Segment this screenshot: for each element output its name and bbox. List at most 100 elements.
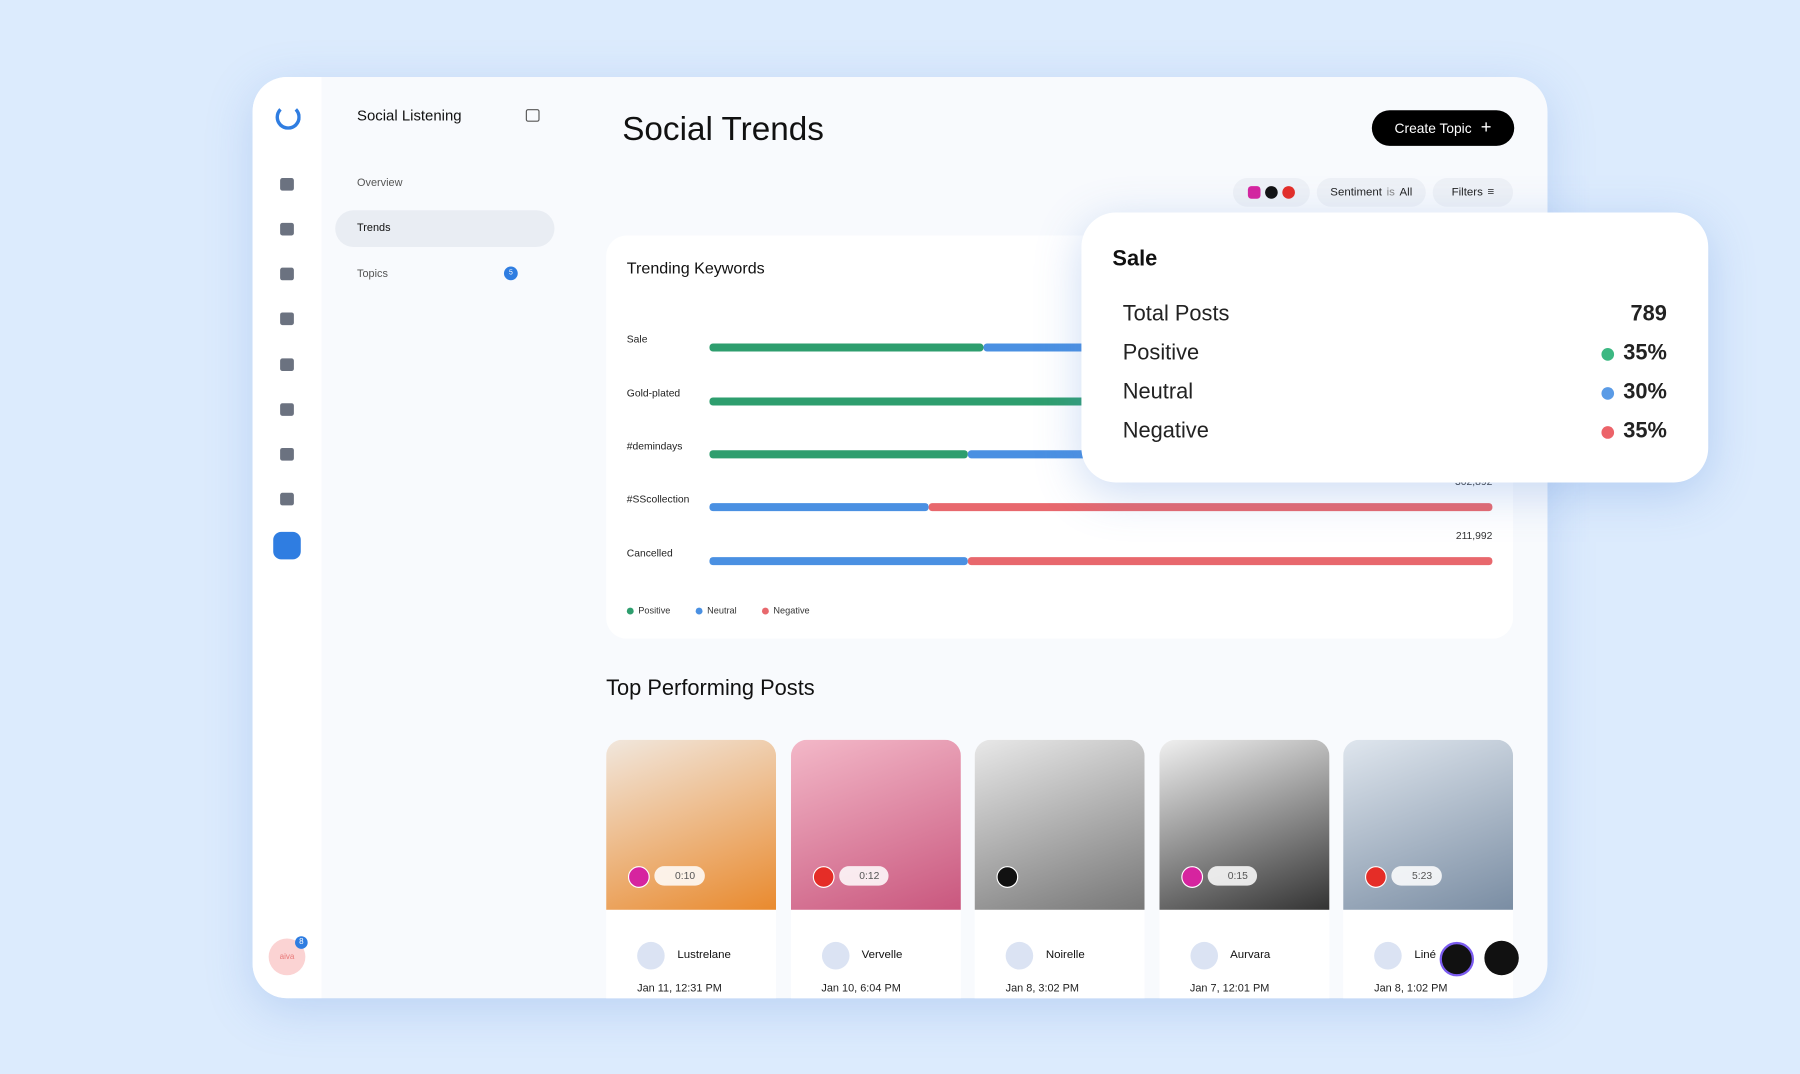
category-label: Cancelled [627, 548, 673, 559]
duration-pill: 0:12 [838, 866, 889, 886]
tooltip-title: Sale [1112, 246, 1158, 272]
tooltip-dot [1601, 386, 1615, 400]
nav-icon[interactable] [280, 312, 294, 326]
post-date: Jan 8, 1:02 PM [1374, 982, 1448, 995]
nav-item[interactable]: Overview [357, 176, 403, 190]
tooltip-value: 35% [1623, 419, 1667, 444]
tooltip-dot [1601, 347, 1615, 361]
account-name: Liné [1414, 948, 1437, 962]
platform-icon [812, 866, 835, 888]
nav-item[interactable]: Topics [357, 267, 388, 281]
legend-marker [695, 607, 703, 615]
tooltip-label: Total Posts [1122, 302, 1230, 327]
assistant-button[interactable] [1439, 941, 1475, 977]
tooltip-dot [1601, 425, 1615, 439]
tooltip-value-wrap: 30% [1601, 380, 1667, 405]
bar-segment [709, 503, 929, 512]
bar-label: 211,992 [1456, 531, 1493, 542]
sentiment-filter[interactable]: Sentiment is All [1316, 178, 1426, 207]
post-date: Jan 7, 12:01 PM [1189, 982, 1270, 995]
tooltip: Sale Total Posts 789 Positive 35% Neutral 30%… [1081, 212, 1709, 483]
category-label: Gold-plated [627, 389, 681, 400]
filter-label: Sentiment [1330, 186, 1382, 199]
legend-marker [761, 607, 769, 615]
platform-icon [1180, 866, 1203, 888]
post-card[interactable]: 5:23 Liné Jan 8, 1:02 PM [1343, 739, 1514, 999]
account-avatar [1374, 941, 1402, 970]
account-name: Vervelle [861, 948, 903, 962]
icon-rail: aiva 8 [252, 76, 322, 999]
category-label: #SScollection [627, 494, 690, 505]
bar-segment [709, 557, 968, 566]
sidebar-title: Social Listening [357, 106, 462, 125]
duration-pill: 0:15 [1207, 866, 1258, 886]
collapse-button[interactable] [525, 109, 540, 122]
chat-button[interactable] [1484, 940, 1519, 976]
logo [275, 104, 301, 130]
account-name: Noirelle [1045, 948, 1085, 962]
legend-label: Positive [638, 606, 670, 616]
tooltip-value-wrap: 35% [1601, 341, 1667, 366]
legend-label: Neutral [707, 606, 737, 616]
tooltip-row: Neutral 30% [1123, 380, 1667, 405]
category-label: Sale [627, 335, 648, 346]
post-card[interactable]: 0:12 Vervelle Jan 10, 6:04 PM [790, 739, 961, 999]
tooltip-row: Positive 35% [1123, 341, 1667, 366]
button-label: Create Topic [1394, 120, 1472, 137]
nav-icon[interactable] [280, 267, 294, 281]
tooltip-row: Total Posts 789 [1123, 302, 1667, 327]
bar-segment [928, 503, 1493, 512]
filter-value: All [1399, 186, 1413, 199]
x-icon [1265, 186, 1278, 199]
nav-item[interactable]: Trends [357, 221, 391, 235]
youtube-icon [1282, 186, 1295, 199]
nav-item-active-bg[interactable] [335, 210, 555, 247]
tooltip-value-wrap: 789 [1631, 302, 1667, 327]
page-title: Social Trends [622, 111, 824, 149]
legend-marker [626, 607, 634, 615]
nav-icon[interactable] [280, 222, 294, 236]
duration-pill: 5:23 [1391, 866, 1442, 886]
nav-icon[interactable] [280, 358, 294, 372]
filter-op: is [1386, 186, 1395, 199]
legend-label: Negative [773, 606, 809, 616]
tooltip-value: 30% [1623, 380, 1667, 405]
post-date: Jan 8, 3:02 PM [1005, 982, 1080, 995]
bar-segment [709, 450, 968, 459]
filters-button[interactable]: Filters ≡ [1432, 178, 1514, 207]
platform-filter[interactable] [1232, 178, 1310, 207]
bar-segment [709, 397, 1101, 406]
nav-icon[interactable] [280, 492, 294, 506]
platform-icon [1364, 866, 1387, 888]
chart-title: Trending Keywords [626, 258, 765, 277]
nav-icon-active[interactable] [273, 531, 301, 560]
bar-label: 302,892 [1455, 477, 1493, 488]
filters-label: Filters [1451, 186, 1483, 199]
post-card[interactable]: Noirelle Jan 8, 3:02 PM [974, 739, 1145, 999]
nav-icon[interactable] [280, 403, 294, 416]
filters-icon: ≡ [1487, 186, 1495, 199]
nav-icon[interactable] [280, 447, 294, 461]
instagram-icon [1247, 186, 1261, 199]
post-card[interactable]: 0:15 Aurvara Jan 7, 12:01 PM [1158, 739, 1329, 999]
avatar-badge: 8 [295, 936, 308, 949]
tooltip-value: 35% [1623, 341, 1667, 366]
bar-segment [967, 557, 1493, 566]
nav-badge: 5 [503, 266, 518, 281]
create-topic-button[interactable]: Create Topic + [1371, 110, 1515, 146]
tooltip-row: Negative 35% [1123, 419, 1667, 444]
account-name: Aurvara [1230, 948, 1271, 962]
platform-icon [996, 866, 1019, 888]
post-date: Jan 11, 12:31 PM [637, 982, 722, 995]
nav-icon[interactable] [280, 178, 294, 191]
tooltip-label: Neutral [1122, 380, 1194, 405]
account-avatar [821, 941, 849, 970]
post-card[interactable]: 0:10 Lustrelane Jan 11, 12:31 PM [606, 739, 777, 999]
duration-pill: 0:10 [654, 866, 705, 886]
account-avatar [1005, 941, 1034, 970]
post-date: Jan 10, 6:04 PM [821, 982, 901, 995]
section-title: Top Performing Posts [606, 676, 815, 701]
account-avatar [637, 941, 665, 970]
plus-icon: + [1480, 117, 1492, 138]
